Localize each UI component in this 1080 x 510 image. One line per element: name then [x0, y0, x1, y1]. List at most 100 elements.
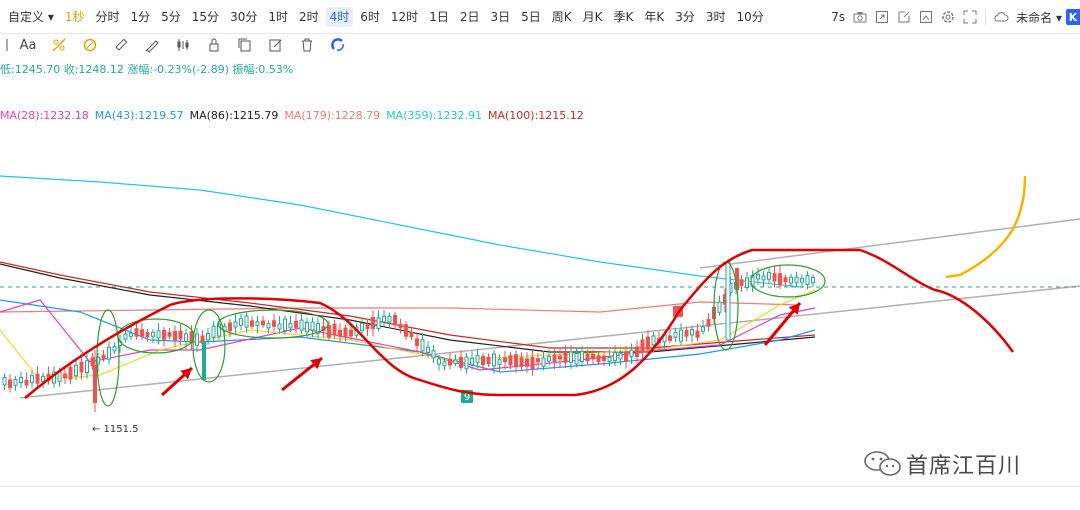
interval-item[interactable]: 1分 — [130, 10, 151, 24]
candle-body — [701, 326, 705, 332]
candle-body — [129, 332, 133, 337]
candle-body — [244, 315, 249, 328]
interval-item[interactable]: 30分 — [230, 10, 258, 24]
candle-body — [134, 328, 139, 337]
trash-icon[interactable] — [294, 34, 320, 56]
interval-item[interactable]: 1时 — [268, 10, 288, 24]
bars-icon[interactable] — [170, 34, 196, 56]
candle-body — [635, 346, 639, 357]
candle-body — [789, 276, 793, 284]
copy-icon[interactable] — [232, 34, 258, 56]
candle-body — [112, 346, 117, 352]
interval-item[interactable]: 5日 — [521, 10, 541, 24]
candle-body — [206, 332, 210, 341]
brush-icon[interactable] — [139, 34, 165, 56]
edit-icon[interactable] — [263, 34, 289, 56]
candle-body — [85, 360, 89, 374]
candle-body — [294, 320, 298, 328]
text-tool-label: Aa — [19, 37, 37, 53]
candle-body — [277, 323, 282, 330]
interval-item[interactable]: 2日 — [459, 10, 480, 24]
candle-body — [464, 356, 469, 370]
candle-body — [107, 346, 111, 360]
camera-icon[interactable] — [849, 6, 871, 28]
candle-body — [376, 317, 381, 329]
interval-item[interactable]: 月K — [582, 10, 603, 24]
candle-body — [607, 357, 612, 362]
candle-body — [739, 279, 744, 286]
top-toolbar: 自定义 ▾ 1秒 分时 1分 5分 15分 30分 1时 2时 4时 6时 12时 1日 2日 3日 5日 周K… — [0, 0, 1080, 34]
candle-body — [767, 271, 771, 280]
wechat-icon — [864, 451, 901, 476]
ruler-icon[interactable] — [108, 34, 134, 56]
interval-item[interactable]: 季K — [613, 10, 634, 24]
price-chart[interactable]: ← 1151.5 9 — [0, 130, 1080, 490]
candle-body — [211, 325, 216, 338]
frame-icon[interactable] — [0, 34, 10, 56]
interval-item[interactable]: 3时 — [705, 10, 726, 24]
interval-item[interactable]: 1日 — [429, 10, 449, 24]
cloud-icon[interactable] — [990, 6, 1012, 28]
interval-item[interactable]: 分时 — [95, 10, 120, 24]
candle-body — [184, 333, 188, 342]
interval-item[interactable]: 5分 — [161, 10, 181, 24]
candle-body — [387, 315, 392, 323]
candle-body — [13, 379, 18, 386]
candle-body — [217, 323, 221, 337]
candle-body — [156, 330, 161, 339]
low-price-marker: ← 1151.5 — [92, 424, 139, 435]
interval-item[interactable]: 年K — [644, 10, 665, 24]
candle-body — [530, 356, 535, 370]
interval-item[interactable]: 2时 — [298, 10, 319, 24]
magnet-icon[interactable] — [325, 34, 351, 56]
candle-body — [569, 351, 573, 363]
interval-item[interactable]: 自定义 ▾ — [8, 10, 54, 24]
candle-body — [541, 357, 546, 367]
candle-body — [305, 322, 309, 333]
ma-legend-item: MA(28):1232.18 — [0, 109, 89, 122]
interval-item[interactable]: 周K — [551, 10, 572, 24]
candle-body — [327, 325, 331, 338]
candle-body — [783, 277, 788, 283]
fullscreen-icon[interactable] — [915, 6, 937, 28]
interval-item[interactable]: 1秒 — [64, 10, 85, 24]
candle-body — [690, 328, 694, 336]
toolbar-right: 7s 未命名 ▾ K — [827, 0, 1080, 34]
ma-legend-item: MA(43):1219.57 — [94, 109, 184, 122]
interval-item[interactable]: 3日 — [490, 10, 511, 24]
candle-body — [371, 317, 375, 329]
candle-body — [409, 331, 414, 338]
text-tool-icon[interactable]: Aa — [15, 34, 41, 56]
new-window-icon[interactable] — [893, 6, 915, 28]
settings-icon[interactable] — [937, 6, 959, 28]
candle-body — [123, 333, 128, 340]
interval-item[interactable]: 4时 — [325, 7, 354, 27]
candle-body — [459, 356, 463, 368]
layout-name[interactable]: 未命名 ▾ — [1016, 10, 1062, 25]
candle-body — [629, 349, 634, 357]
lock-icon[interactable] — [201, 34, 227, 56]
shape-icon[interactable] — [77, 34, 103, 56]
candle-body — [574, 352, 579, 365]
interval-item[interactable]: 6时 — [360, 10, 380, 24]
candle-body — [640, 339, 645, 353]
interval-item[interactable]: 15分 — [191, 10, 220, 24]
candle-body — [426, 346, 430, 354]
pattern-icon[interactable] — [46, 34, 72, 56]
candle-body — [811, 277, 815, 284]
candle-body — [800, 278, 804, 283]
candle-body — [266, 323, 271, 329]
candle-body — [178, 330, 183, 340]
candle-body — [585, 353, 590, 362]
k-badge[interactable]: K — [1066, 9, 1080, 25]
expand-icon[interactable] — [959, 6, 981, 28]
interval-label[interactable]: 7s — [831, 10, 846, 24]
candle-body — [41, 375, 45, 382]
candle-body — [563, 351, 568, 363]
interval-item[interactable]: 12时 — [390, 10, 419, 24]
share-icon[interactable] — [871, 6, 893, 28]
candle-body — [228, 322, 232, 332]
ma179-line — [0, 301, 801, 313]
interval-item[interactable]: 3分 — [675, 10, 695, 24]
interval-item[interactable]: 10分 — [736, 10, 764, 24]
